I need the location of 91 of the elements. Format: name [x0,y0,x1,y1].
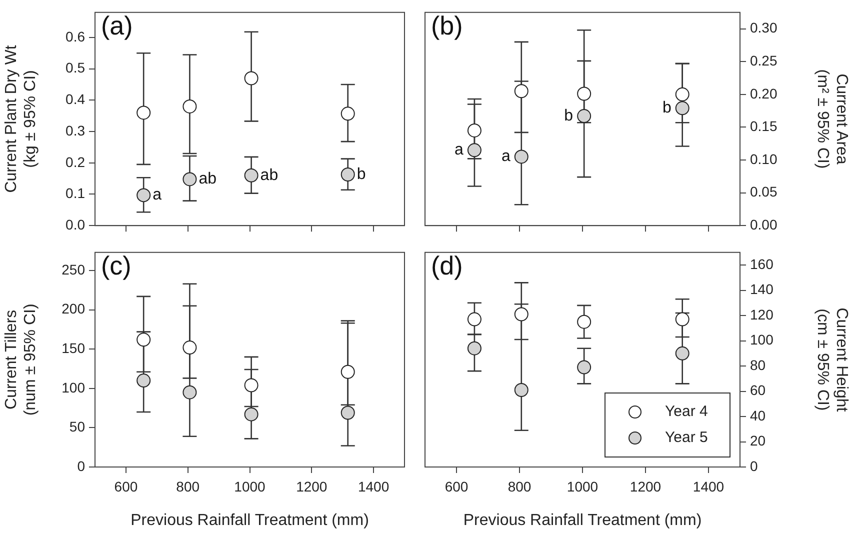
annotation: a [501,148,510,166]
point [340,167,355,182]
point [340,106,355,121]
x-tick-label: 800 [508,478,532,494]
point [514,84,528,98]
y2-axis-title: Current Area (m² ± 95% CI) [814,69,850,169]
chart-title: (a) [101,10,133,41]
y2-tick-label: 0.15 [750,118,778,134]
x-tick-label: 600 [114,478,138,494]
point [244,71,258,86]
y2-axis-title: Current Height (cm ± 95% CI) [814,308,850,412]
x-tick-label: 600 [444,478,468,494]
point [675,87,690,102]
point [136,374,151,388]
annotation: b [662,100,672,117]
y-tick-label: 50 [69,418,86,435]
point [467,143,482,158]
point [577,314,592,329]
point [675,312,690,326]
point [182,172,197,186]
point [244,378,258,392]
point [244,407,258,422]
point [577,109,592,124]
point [514,382,528,397]
x-tick-label: 1400 [358,478,390,494]
point [136,332,151,347]
x-axis-title: Previous Rainfall Treatment (mm) [130,512,369,529]
x-axis-title: Previous Rainfall Treatment (mm) [463,512,702,529]
y2-tick-label: 100 [750,332,774,348]
y2-tick-label: 140 [750,281,774,298]
y-tick-label: 0.5 [66,60,86,76]
x-tick-label: 1400 [692,478,724,494]
chart-title: (d) [431,250,463,281]
y-tick-label: 100 [62,379,86,396]
point [675,346,690,360]
y2-tick-label: 20 [750,432,766,449]
y-tick-label: 0.6 [66,28,86,44]
y-tick-label: 0.1 [66,185,86,202]
chart-title: (c) [101,250,132,281]
x-tick-label: 1000 [566,478,598,494]
point [675,101,690,116]
y-tick-label: 0.0 [66,216,86,232]
point [577,86,592,101]
legend-label: Year 5 [665,429,708,446]
y-tick-label: 0.4 [66,91,86,108]
point [514,150,528,164]
y2-tick-label: 160 [750,256,774,272]
point [467,341,482,356]
y2-tick-label: 80 [750,356,766,373]
y-tick-label: 250 [62,261,86,278]
y2-tick-label: 0.30 [750,20,778,36]
annotation: b [564,107,574,124]
x-tick-label: 1200 [296,478,328,494]
y2-tick-label: 0.05 [750,184,778,200]
y2-tick-label: 60 [750,382,766,398]
annotation: a [454,142,464,159]
point [182,385,197,400]
point [244,168,258,182]
y2-tick-label: 0.00 [750,216,778,232]
annotation: a [152,186,162,204]
y2-tick-label: 0.20 [750,85,778,102]
y2-tick-label: 120 [750,306,774,322]
point [136,188,151,202]
annotation: ab [198,170,217,188]
point [340,364,355,379]
y2-tick-label: 0.10 [750,150,778,167]
point [340,406,355,420]
x-tick-label: 1000 [234,478,266,494]
point [514,307,528,322]
y2-tick-label: 40 [750,407,766,424]
point [182,340,197,355]
chart-title: (b) [431,10,463,41]
y2-tick-label: 0 [750,458,758,474]
y-axis-title: Current Tillers (num ± 95% CI) [3,304,40,416]
y2-tick-label: 0.25 [750,52,778,68]
y-tick-label: 0.3 [66,122,86,138]
legend-label: Year 4 [665,403,708,420]
x-tick-label: 1200 [630,478,662,494]
point [467,123,482,138]
annotation: ab [260,166,278,184]
y-axis-title: Current Plant Dry Wt (kg ± 95% CI) [3,44,40,193]
y-tick-label: 0.2 [66,154,86,170]
point [467,312,482,326]
y-tick-label: 200 [62,300,86,317]
point [577,360,592,374]
x-tick-label: 800 [176,478,200,494]
point [182,99,197,114]
y-tick-label: 0 [77,458,86,474]
point [136,106,151,120]
annotation: b [356,166,366,183]
y-tick-label: 150 [62,340,86,356]
